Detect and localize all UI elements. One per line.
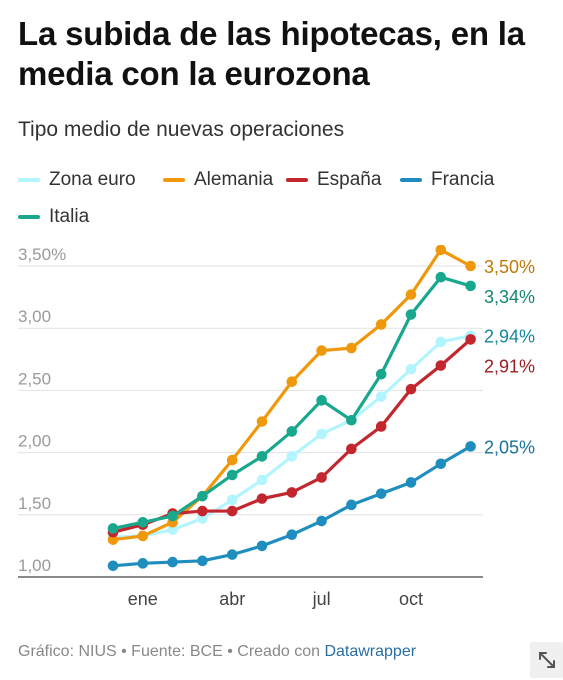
data-point-francia — [346, 499, 357, 511]
data-point-espana — [226, 505, 238, 517]
data-point-espana — [197, 505, 208, 517]
legend-label: Francia — [431, 169, 495, 190]
x-tick-label: oct — [399, 589, 423, 609]
footer-credit-text: Gráfico: NIUS • Fuente: BCE • Creado con — [18, 643, 325, 660]
data-point-espana — [465, 334, 476, 345]
y-tick-label: 2,50 — [18, 369, 51, 388]
data-point-zona-euro — [256, 474, 268, 486]
data-point-espana — [346, 443, 357, 455]
data-point-alemania — [286, 376, 298, 387]
data-point-italia — [137, 516, 149, 528]
legend-label: Italia — [49, 206, 90, 227]
legend-label: Zona euro — [49, 169, 136, 190]
data-point-alemania — [465, 260, 476, 272]
data-point-alemania — [435, 245, 447, 256]
legend-swatch — [18, 215, 40, 219]
footer-credit: Gráfico: NIUS • Fuente: BCE • Creado con… — [18, 643, 416, 661]
expand-button[interactable] — [530, 642, 563, 678]
data-point-francia — [256, 540, 268, 552]
data-point-francia — [226, 549, 238, 560]
data-point-alemania — [346, 342, 357, 354]
chart-title: La subida de las hipotecas, en la media … — [18, 15, 525, 92]
legend-label: Alemania — [194, 169, 274, 190]
legend-label: España — [317, 169, 382, 190]
data-point-zona-euro — [316, 428, 327, 440]
data-point-italia — [197, 490, 208, 502]
data-point-alemania — [107, 534, 119, 545]
end-label-francia: 2,05% — [484, 437, 535, 457]
data-point-francia — [197, 555, 208, 567]
chart-subtitle: Tipo medio de nuevas operaciones — [18, 118, 345, 141]
data-point-espana — [435, 360, 447, 371]
datawrapper-link[interactable]: Datawrapper — [324, 643, 417, 660]
legend-item-italia: Italia — [18, 204, 89, 230]
data-point-francia — [465, 441, 476, 452]
end-label-alemania: 3,50% — [484, 257, 535, 277]
data-point-alemania — [375, 319, 387, 330]
end-label-espana: 2,91% — [484, 357, 535, 377]
data-point-francia — [167, 556, 178, 568]
data-point-italia — [226, 469, 238, 481]
data-point-alemania — [316, 345, 327, 356]
data-point-italia — [286, 426, 298, 437]
data-point-alemania — [226, 454, 238, 466]
data-point-espana — [256, 493, 268, 504]
data-point-zona-euro — [167, 524, 178, 536]
data-point-francia — [375, 488, 387, 499]
legend-swatch — [400, 178, 422, 182]
legend-swatch — [286, 178, 308, 182]
x-tick-label: ene — [128, 589, 158, 609]
series-line-francia — [111, 444, 473, 568]
expand-arrows-icon — [539, 652, 555, 668]
end-label-italia: 3,34% — [484, 287, 535, 307]
y-tick-label: 3,00 — [18, 307, 51, 326]
legend-item-francia: Francia — [400, 167, 494, 193]
legend-item-zona-euro: Zona euro — [18, 167, 136, 193]
data-point-italia — [167, 510, 178, 522]
data-point-espana — [286, 487, 298, 498]
legend-swatch — [18, 178, 40, 182]
end-label-zona-euro: 2,94% — [484, 327, 535, 347]
data-point-italia — [435, 271, 447, 283]
data-point-espana — [375, 421, 387, 432]
legend-item-alemania: Alemania — [163, 167, 273, 193]
data-point-zona-euro — [375, 391, 387, 402]
data-point-francia — [405, 477, 417, 488]
x-tick-label: abr — [219, 589, 245, 609]
line-chart: 1,00 1,50 2,00 2,50 3,00 3,50% ene abr jul oct 3,5… — [18, 245, 535, 609]
data-point-espana — [405, 383, 417, 395]
legend-item-espana: España — [286, 167, 381, 193]
data-point-alemania — [256, 416, 268, 427]
y-tick-label: 1,50 — [18, 494, 51, 513]
data-point-espana — [316, 472, 327, 483]
data-point-zona-euro — [435, 336, 447, 348]
data-point-italia — [405, 309, 417, 320]
y-tick-label: 3,50% — [18, 245, 66, 264]
data-point-zona-euro — [286, 451, 298, 462]
data-point-italia — [107, 523, 119, 534]
x-tick-label: jul — [312, 589, 331, 609]
data-point-italia — [375, 368, 387, 380]
data-point-zona-euro — [405, 363, 417, 375]
data-point-italia — [256, 451, 268, 462]
y-tick-label: 1,00 — [18, 556, 51, 575]
data-point-italia — [465, 280, 476, 292]
data-point-alemania — [405, 289, 417, 300]
data-point-francia — [435, 458, 447, 470]
data-point-francia — [316, 515, 327, 527]
data-point-italia — [316, 395, 327, 406]
data-point-francia — [286, 529, 298, 541]
data-point-zona-euro — [197, 513, 208, 524]
data-point-alemania — [137, 530, 149, 542]
data-point-francia — [137, 558, 149, 569]
data-point-francia — [107, 560, 119, 572]
data-point-zona-euro — [226, 494, 238, 506]
legend-swatch — [163, 178, 185, 182]
data-point-italia — [346, 414, 357, 426]
y-tick-label: 2,00 — [18, 432, 51, 451]
